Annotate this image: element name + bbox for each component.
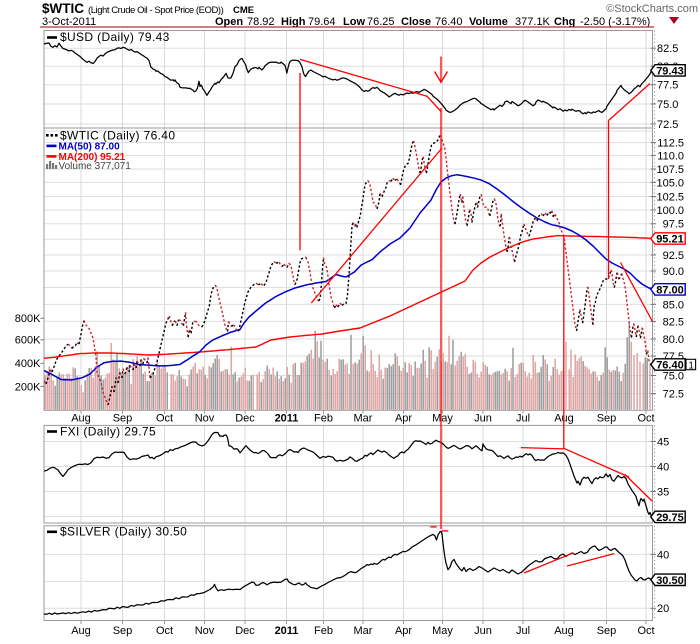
svg-text:Chg: Chg [554, 16, 575, 28]
svg-text:$USD (Daily) 79.43: $USD (Daily) 79.43 [60, 30, 170, 44]
svg-text:2011: 2011 [275, 413, 299, 425]
svg-text:40: 40 [657, 461, 669, 473]
svg-text:Jul: Jul [516, 625, 530, 637]
svg-text:800K: 800K [15, 313, 41, 325]
svg-text:90.0: 90.0 [663, 266, 684, 278]
svg-text:Volume: Volume [469, 16, 508, 28]
svg-text:20: 20 [657, 603, 669, 615]
svg-text:Jul: Jul [516, 413, 530, 425]
svg-text:600K: 600K [15, 335, 41, 347]
svg-text:Oct: Oct [156, 625, 173, 637]
svg-text:110.0: 110.0 [657, 151, 684, 163]
svg-text:82.5: 82.5 [663, 316, 684, 328]
svg-text:Mar: Mar [354, 413, 373, 425]
svg-text:82.5: 82.5 [657, 43, 678, 55]
svg-text:Volume 377,071: Volume 377,071 [59, 161, 132, 172]
svg-text:Oct: Oct [156, 413, 173, 425]
svg-text:29.75: 29.75 [656, 512, 684, 524]
svg-text:Oct: Oct [637, 413, 654, 425]
svg-text:Jun: Jun [474, 413, 492, 425]
svg-text:92.5: 92.5 [663, 250, 684, 262]
svg-text:30.50: 30.50 [656, 575, 684, 587]
svg-text:1: 1 [688, 360, 694, 371]
svg-text:Low: Low [343, 16, 365, 28]
svg-text:72.5: 72.5 [663, 389, 684, 401]
svg-text:FXI (Daily) 29.75: FXI (Daily) 29.75 [60, 424, 156, 438]
svg-text:Dec: Dec [235, 625, 255, 637]
svg-text:May: May [432, 625, 453, 637]
svg-text:Aug: Aug [71, 413, 91, 425]
svg-text:77.5: 77.5 [657, 80, 678, 92]
svg-text:102.5: 102.5 [656, 191, 684, 203]
svg-text:Sep: Sep [597, 413, 617, 425]
svg-text:Feb: Feb [314, 625, 333, 637]
svg-text:85.0: 85.0 [663, 299, 684, 311]
svg-text:2011: 2011 [275, 625, 299, 637]
svg-text:©StockCharts.com: ©StockCharts.com [606, 3, 698, 15]
svg-text:377.1K: 377.1K [515, 16, 551, 28]
svg-text:79.64: 79.64 [308, 16, 336, 28]
svg-text:76.25: 76.25 [367, 16, 395, 28]
svg-text:Close: Close [401, 16, 431, 28]
svg-text:75.0: 75.0 [657, 99, 678, 111]
svg-text:107.5: 107.5 [656, 164, 684, 176]
svg-text:High: High [281, 16, 306, 28]
svg-text:45: 45 [657, 436, 669, 448]
svg-text:95.21: 95.21 [656, 234, 684, 246]
svg-text:Oct: Oct [637, 625, 654, 637]
svg-text:200K: 200K [15, 381, 41, 393]
svg-text:Jun: Jun [474, 625, 492, 637]
svg-text:112.5: 112.5 [657, 138, 684, 150]
svg-text:Open: Open [215, 16, 243, 28]
svg-text:80.0: 80.0 [663, 334, 684, 346]
svg-text:Aug: Aug [554, 625, 574, 637]
svg-text:$WTIC: $WTIC [42, 1, 84, 16]
svg-text:Nov: Nov [195, 413, 215, 425]
svg-text:-2.50 (-3.17%): -2.50 (-3.17%) [580, 16, 650, 28]
svg-text:May: May [432, 413, 453, 425]
svg-text:Feb: Feb [314, 413, 333, 425]
svg-text:Dec: Dec [235, 413, 255, 425]
svg-text:Aug: Aug [71, 625, 91, 637]
svg-text:87.00: 87.00 [656, 284, 684, 296]
svg-text:Nov: Nov [195, 625, 215, 637]
svg-text:35: 35 [657, 486, 669, 498]
svg-text:400K: 400K [15, 358, 41, 370]
svg-text:76.40: 76.40 [435, 16, 463, 28]
svg-text:79.43: 79.43 [656, 65, 684, 77]
svg-text:100.0: 100.0 [656, 205, 684, 217]
svg-text:Sep: Sep [113, 413, 133, 425]
svg-text:76.40: 76.40 [656, 360, 684, 372]
svg-text:(Light Crude Oil - Spot Price: (Light Crude Oil - Spot Price (EOD)) [88, 5, 224, 16]
svg-text:MA(200) 95.21: MA(200) 95.21 [59, 152, 126, 163]
svg-text:75.0: 75.0 [663, 370, 684, 382]
svg-text:MA(50) 87.00: MA(50) 87.00 [59, 142, 121, 153]
svg-text:$WTIC (Daily) 76.40: $WTIC (Daily) 76.40 [60, 129, 175, 143]
svg-text:CME: CME [233, 5, 254, 16]
svg-text:Sep: Sep [113, 625, 133, 637]
svg-text:$SILVER (Daily) 30.50: $SILVER (Daily) 30.50 [60, 525, 187, 539]
svg-text:Apr: Apr [395, 413, 412, 425]
svg-text:Mar: Mar [354, 625, 373, 637]
svg-text:97.5: 97.5 [663, 219, 684, 231]
svg-text:Sep: Sep [597, 625, 617, 637]
svg-text:40: 40 [657, 549, 669, 561]
svg-text:Apr: Apr [395, 625, 412, 637]
svg-text:78.92: 78.92 [247, 16, 275, 28]
svg-text:105.0: 105.0 [656, 177, 684, 189]
svg-text:72.5: 72.5 [657, 119, 678, 131]
svg-text:3-Oct-2011: 3-Oct-2011 [42, 16, 96, 28]
